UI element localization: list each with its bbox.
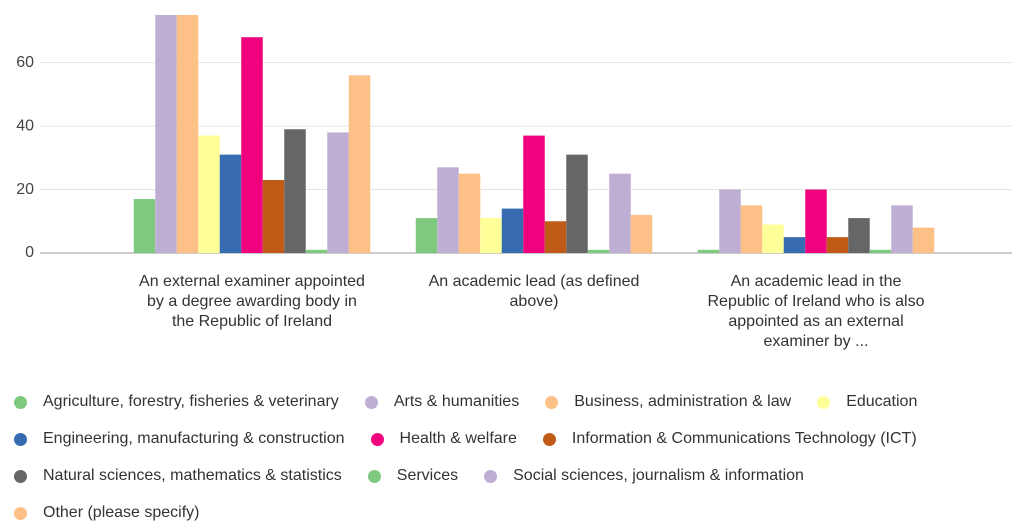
legend-swatch xyxy=(817,395,831,409)
bar xyxy=(783,237,806,253)
legend-label: Agriculture, forestry, fisheries & veter… xyxy=(43,393,339,410)
x-tick-label: An external examiner appointed by a degr… xyxy=(139,273,365,330)
legend-swatch xyxy=(14,395,27,409)
bar xyxy=(826,237,849,253)
bar xyxy=(219,154,242,253)
bar xyxy=(544,221,567,253)
bar xyxy=(437,167,459,253)
bar xyxy=(176,15,199,253)
chart: 0 20 40 60 xyxy=(16,15,1012,261)
legend-item: Arts & humanities xyxy=(364,392,520,412)
legend-item: Other (please specify) xyxy=(14,503,200,523)
bar xyxy=(155,15,177,253)
bar xyxy=(805,189,827,253)
legend-label: Social sciences, journalism & informatio… xyxy=(513,467,804,484)
legend-item: Health & welfare xyxy=(370,429,517,449)
bar xyxy=(262,180,285,253)
legend-swatch xyxy=(14,506,27,520)
legend-label: Health & welfare xyxy=(399,430,517,447)
bar xyxy=(869,249,892,253)
bar xyxy=(284,129,306,253)
bar xyxy=(133,199,156,253)
bar xyxy=(327,132,349,253)
bar xyxy=(697,249,720,253)
bar xyxy=(415,218,438,253)
legend-swatch xyxy=(484,469,498,483)
legend-item: Engineering, manufacturing & constructio… xyxy=(14,429,345,449)
bar xyxy=(587,249,610,253)
legend-label: Natural sciences, mathematics & statisti… xyxy=(43,467,342,484)
x-tick-label: An academic lead in the Republic of Irel… xyxy=(707,273,925,350)
y-tick-label: 40 xyxy=(16,117,34,134)
legend-item: Education xyxy=(817,392,917,412)
legend-item: Social sciences, journalism & informatio… xyxy=(484,466,804,486)
bar xyxy=(480,218,502,253)
bar xyxy=(609,173,631,253)
bar xyxy=(566,154,588,253)
legend-label: Other (please specify) xyxy=(43,504,200,521)
legend-label: Information & Communications Technology … xyxy=(571,430,917,447)
legend-item: Natural sciences, mathematics & statisti… xyxy=(14,466,342,486)
bar xyxy=(348,75,371,253)
bar xyxy=(740,205,763,253)
bar xyxy=(630,214,653,253)
legend-swatch xyxy=(367,469,381,483)
x-tick-label: An academic lead (as defined above) xyxy=(428,273,640,310)
legend-label: Education xyxy=(846,393,918,410)
bar xyxy=(305,249,328,253)
legend-label: Engineering, manufacturing & constructio… xyxy=(43,430,345,447)
bar xyxy=(198,135,220,253)
legend-item: Information & Communications Technology … xyxy=(542,429,917,449)
legend-swatch xyxy=(545,395,559,409)
legend-swatch xyxy=(370,432,384,446)
legend: Agriculture, forestry, fisheries & veter… xyxy=(14,392,1012,523)
legend-swatch xyxy=(14,469,27,483)
bar xyxy=(912,227,935,253)
legend-item: Business, administration & law xyxy=(545,392,791,412)
y-tick-label: 60 xyxy=(16,54,34,71)
bar xyxy=(891,205,913,253)
bar xyxy=(458,173,481,253)
legend-swatch xyxy=(14,432,27,446)
legend-swatch xyxy=(542,432,556,446)
bar xyxy=(762,224,784,253)
y-tick-label: 0 xyxy=(25,244,34,261)
legend-label: Arts & humanities xyxy=(393,393,520,410)
legend-swatch xyxy=(364,395,378,409)
bar xyxy=(241,37,263,253)
bar xyxy=(523,135,545,253)
legend-label: Services xyxy=(396,467,459,484)
legend-item: Agriculture, forestry, fisheries & veter… xyxy=(14,392,339,412)
legend-label: Business, administration & law xyxy=(574,393,792,410)
bar xyxy=(719,189,741,253)
bar xyxy=(501,208,524,253)
y-tick-label: 20 xyxy=(16,181,34,198)
legend-item: Services xyxy=(367,466,459,486)
bar xyxy=(848,218,870,253)
